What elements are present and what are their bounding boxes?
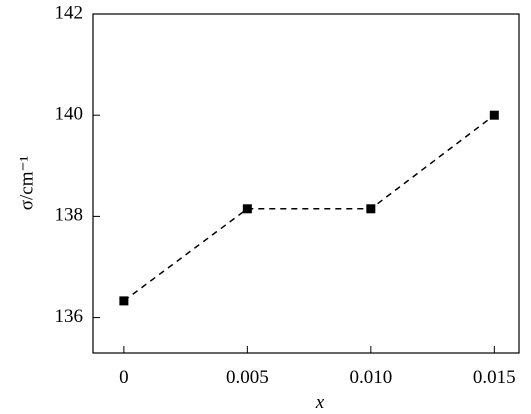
data-point bbox=[242, 204, 252, 214]
data-point bbox=[489, 110, 499, 120]
x-tick-label: 0.015 bbox=[473, 367, 516, 388]
plot-frame bbox=[92, 13, 520, 354]
x-axis-label: x bbox=[315, 392, 325, 413]
data-line bbox=[123, 114, 495, 302]
data-point bbox=[366, 204, 376, 214]
x-tick-label: 0 bbox=[119, 367, 129, 388]
x-tick-label: 0.005 bbox=[226, 367, 269, 388]
y-tick-label: 136 bbox=[55, 306, 84, 327]
x-tick-label: 0.010 bbox=[349, 367, 392, 388]
y-tick-label: 138 bbox=[55, 205, 84, 226]
y-tick-label: 140 bbox=[55, 104, 84, 125]
data-point bbox=[119, 296, 129, 306]
y-axis-label: σ/cm⁻¹ bbox=[16, 155, 37, 210]
y-tick-label: 142 bbox=[55, 2, 84, 23]
